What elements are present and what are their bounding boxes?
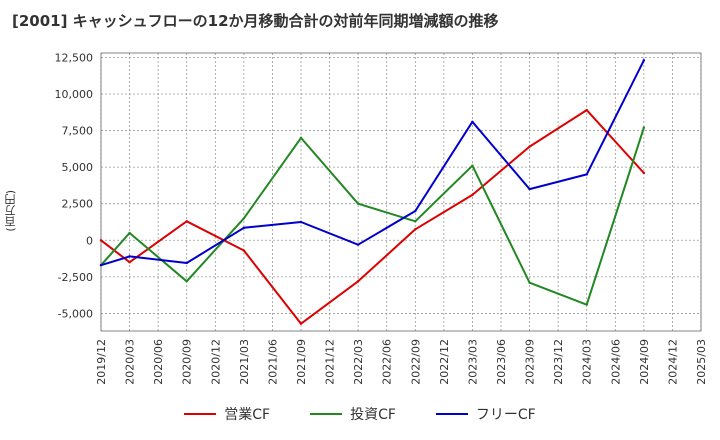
x-tick-label: 2023/03 bbox=[466, 339, 479, 385]
series-point-1 bbox=[528, 281, 531, 284]
series-point-0 bbox=[185, 220, 188, 223]
x-tick-label: 2023/09 bbox=[524, 339, 537, 385]
series-point-2 bbox=[128, 255, 131, 258]
series-point-1 bbox=[356, 202, 360, 205]
legend-item-operating-cf: 営業CF bbox=[184, 404, 270, 424]
series-point-0 bbox=[299, 322, 303, 325]
y-tick-label: -5,000 bbox=[58, 307, 93, 320]
plot-frame bbox=[100, 52, 702, 332]
series-point-2 bbox=[99, 263, 103, 267]
x-tick-label: 2019/12 bbox=[95, 339, 108, 385]
series-point-2 bbox=[185, 261, 188, 265]
x-tick-label: 2020/09 bbox=[181, 339, 194, 385]
y-tick-label: 7,500 bbox=[62, 125, 94, 138]
series-point-1 bbox=[414, 220, 417, 223]
chart-title: [2001] キャッシュフローの12か月移動合計の対前年同期増減額の推移 bbox=[12, 12, 499, 30]
x-tick-label: 2022/03 bbox=[352, 339, 365, 385]
x-tick-label: 2021/03 bbox=[238, 339, 251, 385]
legend-swatch-free-cf bbox=[435, 413, 468, 415]
plot-area bbox=[101, 53, 701, 331]
x-tick-label: 2021/12 bbox=[324, 339, 337, 385]
series-point-1 bbox=[242, 217, 246, 220]
y-tick-label: -2,500 bbox=[58, 271, 93, 284]
x-tick-label: 2022/09 bbox=[409, 339, 422, 385]
legend: 営業CF 投資CF フリーCF bbox=[0, 404, 720, 424]
series-point-0 bbox=[528, 145, 531, 148]
x-tick-label: 2022/12 bbox=[438, 339, 451, 385]
series-point-0 bbox=[585, 108, 588, 112]
x-tick-label: 2024/12 bbox=[666, 339, 679, 385]
series-point-2 bbox=[299, 220, 303, 224]
x-tick-label: 2021/09 bbox=[295, 339, 308, 385]
series-point-1 bbox=[185, 280, 188, 283]
x-tick-label: 2023/06 bbox=[495, 339, 508, 385]
x-tick-label: 2024/06 bbox=[609, 339, 622, 385]
x-tick-label: 2021/06 bbox=[266, 339, 279, 385]
x-tick-label: 2020/06 bbox=[152, 339, 165, 385]
legend-label-operating-cf: 営業CF bbox=[224, 407, 271, 423]
series-point-0 bbox=[242, 249, 246, 252]
x-tick-label: 2025/03 bbox=[695, 339, 708, 385]
x-tick-label: 2024/09 bbox=[638, 339, 651, 385]
legend-swatch-investing-cf bbox=[310, 413, 343, 415]
series-point-2 bbox=[242, 226, 246, 230]
y-tick-label: 5,000 bbox=[62, 161, 94, 174]
series-point-1 bbox=[642, 126, 646, 129]
y-tick-label: 10,000 bbox=[55, 88, 94, 101]
series-point-1 bbox=[128, 231, 131, 235]
y-tick-label: 2,500 bbox=[62, 198, 94, 211]
x-tick-label: 2020/12 bbox=[209, 339, 222, 385]
x-tick-label: 2023/12 bbox=[552, 339, 565, 385]
series-point-0 bbox=[642, 171, 646, 175]
legend-item-investing-cf: 投資CF bbox=[310, 404, 396, 424]
series-point-0 bbox=[128, 261, 131, 264]
series-point-2 bbox=[356, 243, 360, 246]
series-point-1 bbox=[585, 303, 588, 306]
series-point-0 bbox=[99, 239, 103, 242]
legend-label-investing-cf: 投資CF bbox=[350, 407, 396, 423]
series-point-2 bbox=[642, 59, 646, 62]
series-point-1 bbox=[471, 164, 474, 167]
series-point-2 bbox=[585, 173, 588, 176]
x-tick-label: 2024/03 bbox=[581, 339, 594, 385]
x-tick-label: 2022/06 bbox=[381, 339, 394, 385]
series-point-2 bbox=[471, 120, 474, 123]
series-point-0 bbox=[471, 193, 474, 197]
x-tick-label: 2020/03 bbox=[124, 339, 137, 385]
series-point-0 bbox=[414, 228, 417, 231]
series-point-2 bbox=[414, 209, 417, 213]
legend-item-free-cf: フリーCF bbox=[435, 404, 536, 424]
series-point-0 bbox=[356, 280, 360, 283]
series-point-2 bbox=[528, 187, 531, 191]
y-tick-label: 0 bbox=[86, 234, 93, 247]
series-point-1 bbox=[299, 136, 303, 140]
y-tick-label: 12,500 bbox=[55, 51, 94, 64]
legend-label-free-cf: フリーCF bbox=[475, 407, 536, 423]
legend-swatch-operating-cf bbox=[184, 413, 217, 415]
